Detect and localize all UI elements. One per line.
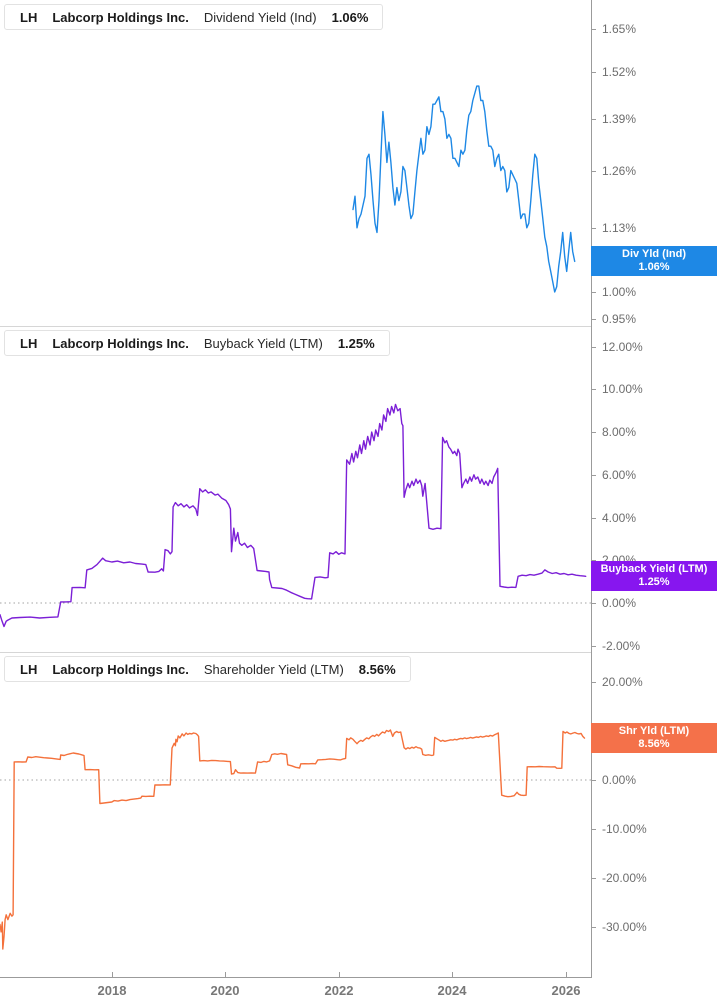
y-axis-label: 1.39% bbox=[602, 112, 637, 126]
metric-name: Dividend Yield (Ind) bbox=[203, 9, 317, 25]
x-axis-tick bbox=[225, 972, 226, 977]
y-axis-tick bbox=[591, 560, 596, 561]
x-axis-tick bbox=[339, 972, 340, 977]
y-axis-label: 0.00% bbox=[602, 773, 637, 787]
y-axis-tick bbox=[591, 171, 596, 172]
metric-value: 1.25% bbox=[337, 335, 375, 351]
y-axis-label: 6.00% bbox=[602, 468, 637, 482]
y-axis-label: 12.00% bbox=[602, 340, 643, 354]
y-axis-tick bbox=[591, 829, 596, 830]
x-axis-tick bbox=[566, 972, 567, 977]
company-name: Labcorp Holdings Inc. bbox=[52, 9, 189, 25]
ticker-label: LH bbox=[20, 9, 38, 25]
y-axis-label: 1.65% bbox=[602, 22, 637, 36]
y-axis-tick bbox=[591, 475, 596, 476]
y-axis-label: 8.00% bbox=[602, 425, 637, 439]
y-axis-label: 0.00% bbox=[602, 596, 637, 610]
metric-value: 8.56% bbox=[358, 661, 396, 677]
x-axis-label: 2020 bbox=[210, 983, 240, 998]
y-axis-tick bbox=[591, 878, 596, 879]
metric-name: Shareholder Yield (LTM) bbox=[203, 661, 344, 677]
x-axis-tick bbox=[112, 972, 113, 977]
y-axis-label: -30.00% bbox=[602, 920, 647, 934]
y-axis-tick bbox=[591, 927, 596, 928]
badge-value: 1.25% bbox=[638, 576, 670, 588]
company-name: Labcorp Holdings Inc. bbox=[52, 661, 189, 677]
x-axis-label: 2026 bbox=[551, 983, 581, 998]
last-value-badge-div-yld: Div Yld (Ind) 1.06% bbox=[591, 246, 717, 276]
y-axis-tick bbox=[591, 646, 596, 647]
badge-label: Div Yld (Ind) bbox=[622, 248, 686, 260]
security-chip-buyback-yield[interactable]: LH Labcorp Holdings Inc. Buyback Yield (… bbox=[4, 330, 390, 356]
metric-name: Buyback Yield (LTM) bbox=[203, 335, 323, 351]
y-axis-tick bbox=[591, 72, 596, 73]
y-axis-tick bbox=[591, 682, 596, 683]
accent-bar-purple bbox=[5, 331, 9, 355]
y-axis-label: 1.52% bbox=[602, 65, 637, 79]
badge-label: Buyback Yield (LTM) bbox=[600, 563, 708, 575]
y-axis-tick bbox=[591, 228, 596, 229]
y-axis-tick bbox=[591, 780, 596, 781]
buyback-yield-series-line bbox=[0, 403, 587, 628]
y-axis-tick bbox=[591, 432, 596, 433]
company-name: Labcorp Holdings Inc. bbox=[52, 335, 189, 351]
y-axis-tick bbox=[591, 319, 596, 320]
y-axis-label: -20.00% bbox=[602, 871, 647, 885]
x-axis-label: 2024 bbox=[437, 983, 467, 998]
y-axis-label: 10.00% bbox=[602, 382, 643, 396]
x-axis-line bbox=[0, 977, 592, 978]
panel-separator-1 bbox=[0, 326, 591, 327]
y-axis-label: 0.95% bbox=[602, 312, 637, 326]
y-axis-label: 4.00% bbox=[602, 511, 637, 525]
panel-separator-2 bbox=[0, 652, 591, 653]
ticker-label: LH bbox=[20, 335, 38, 351]
y-axis-tick bbox=[591, 119, 596, 120]
y-axis-tick bbox=[591, 603, 596, 604]
security-chip-dividend-yield[interactable]: LH Labcorp Holdings Inc. Dividend Yield … bbox=[4, 4, 384, 30]
badge-value: 8.56% bbox=[638, 738, 670, 750]
y-axis-label: -10.00% bbox=[602, 822, 647, 836]
y-axis-line bbox=[591, 0, 592, 978]
y-axis-label: 1.00% bbox=[602, 285, 637, 299]
y-axis-label: 1.13% bbox=[602, 221, 637, 235]
x-axis-tick bbox=[452, 972, 453, 977]
y-axis-tick bbox=[591, 347, 596, 348]
y-axis-label: 1.26% bbox=[602, 164, 637, 178]
dividend-yield-series-line bbox=[352, 85, 576, 293]
y-axis-tick bbox=[591, 29, 596, 30]
y-axis-tick bbox=[591, 389, 596, 390]
badge-value: 1.06% bbox=[638, 261, 670, 273]
last-value-badge-buyback-yield: Buyback Yield (LTM) 1.25% bbox=[591, 561, 717, 591]
badge-label: Shr Yld (LTM) bbox=[618, 725, 690, 737]
y-axis-tick bbox=[591, 292, 596, 293]
last-value-badge-shr-yld: Shr Yld (LTM) 8.56% bbox=[591, 723, 717, 753]
x-axis-label: 2022 bbox=[324, 983, 354, 998]
accent-bar-blue bbox=[5, 5, 9, 29]
y-axis-label: 20.00% bbox=[602, 675, 643, 689]
x-axis-label: 2018 bbox=[97, 983, 127, 998]
y-axis-tick bbox=[591, 518, 596, 519]
security-chip-shareholder-yield[interactable]: LH Labcorp Holdings Inc. Shareholder Yie… bbox=[4, 656, 411, 682]
accent-bar-orange bbox=[5, 657, 9, 681]
y-axis-label: -2.00% bbox=[602, 639, 641, 653]
shareholder-yield-series-line bbox=[0, 729, 586, 950]
metric-value: 1.06% bbox=[331, 9, 369, 25]
ticker-label: LH bbox=[20, 661, 38, 677]
